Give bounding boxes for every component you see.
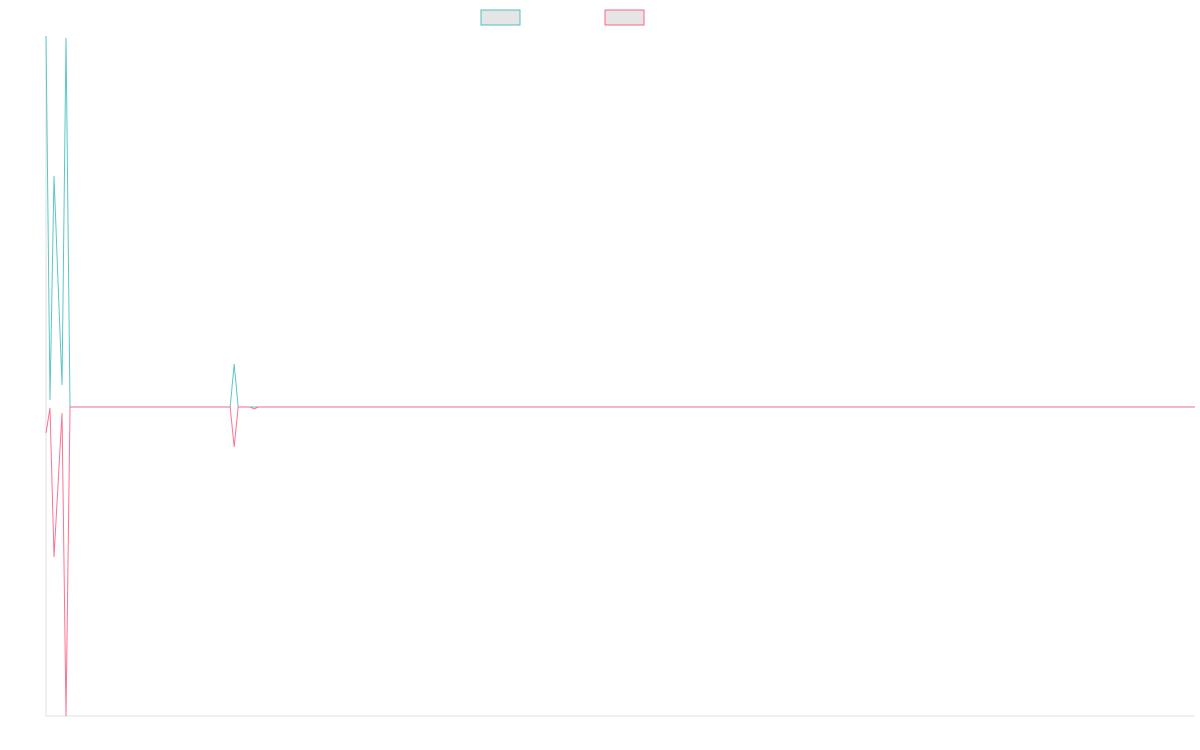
series-layer	[45, 35, 1195, 717]
series-line-2	[45, 406, 1195, 717]
legend	[480, 9, 645, 26]
series-line-1	[45, 35, 1195, 408]
legend-swatch-2[interactable]	[604, 9, 645, 26]
legend-swatch-1[interactable]	[480, 9, 521, 26]
